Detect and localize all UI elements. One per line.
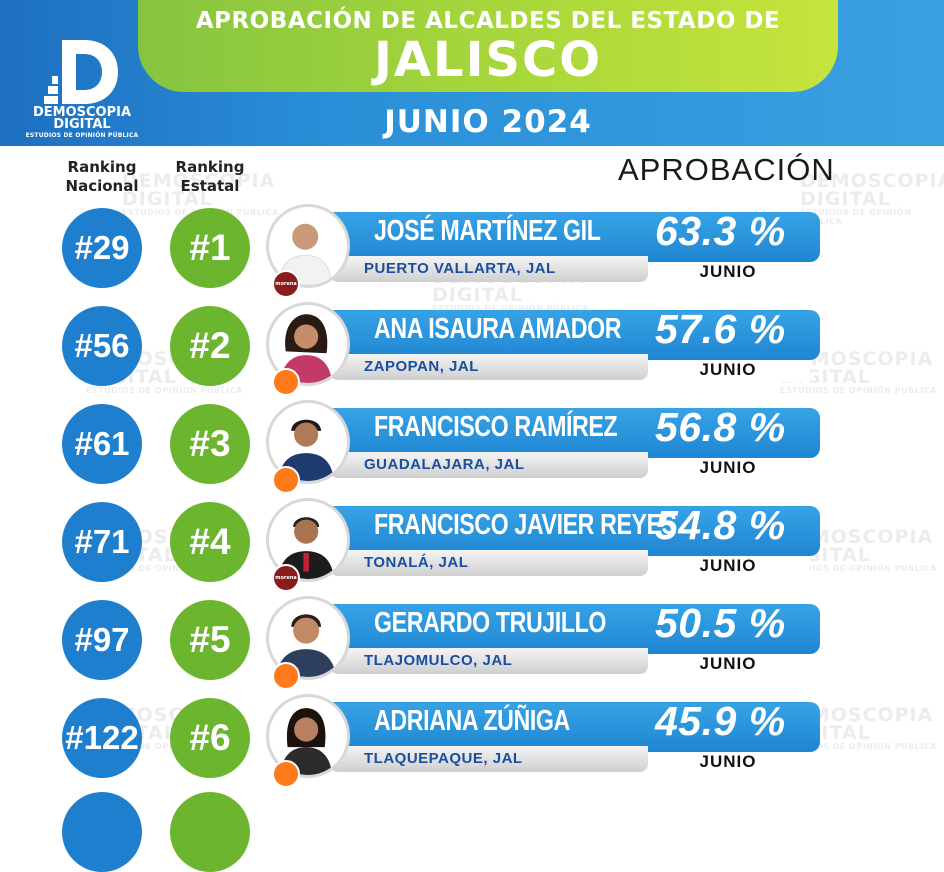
- municipality: PUERTO VALLARTA, JAL: [364, 260, 556, 277]
- party-logo-movimiento-ciudadano: [272, 662, 300, 690]
- municipality: GUADALAJARA, JAL: [364, 456, 525, 473]
- state-rank-badge: #6: [170, 698, 250, 778]
- party-logo-movimiento-ciudadano: [272, 760, 300, 788]
- month-label: JUNIO: [699, 262, 757, 281]
- ranking-row: #61 #3 FRANCISCO RAMÍREZ GUADALAJARA, JA…: [0, 400, 944, 498]
- national-rank-badge: #71: [62, 502, 142, 582]
- municipality: ZAPOPAN, JAL: [364, 358, 479, 375]
- header-title-panel: [138, 0, 838, 92]
- month-tab: [648, 458, 810, 480]
- state-rank-badge: #1: [170, 208, 250, 288]
- mayor-photo: [266, 302, 350, 386]
- mayor-photo: [266, 596, 350, 680]
- header-banner: DEMOSCOPIA DIGITAL ESTUDIOS DE OPINIÓN P…: [0, 0, 944, 146]
- national-rank-badge: #56: [62, 306, 142, 386]
- mayor-name: FRANCISCO RAMÍREZ: [374, 411, 618, 443]
- place-bar: [330, 354, 648, 380]
- mayor-banner: [300, 408, 820, 458]
- logo-d-icon: [44, 40, 118, 104]
- ranking-row: #56 #2 ANA ISAURA AMADOR ZAPOPAN, JAL 57…: [0, 302, 944, 400]
- party-logo-movimiento-ciudadano: [272, 368, 300, 396]
- approval-value: 56.8 %: [655, 404, 786, 450]
- party-logo-morena: morena: [272, 564, 300, 592]
- place-bar: [330, 256, 648, 282]
- month-tab: [648, 752, 810, 774]
- month-label: JUNIO: [699, 360, 757, 379]
- demoscopia-logo: DEMOSCOPIA DIGITAL ESTUDIOS DE OPINIÓN P…: [22, 36, 142, 140]
- approval-value: 63.3 %: [655, 208, 786, 254]
- municipality: TLAJOMULCO, JAL: [364, 652, 513, 669]
- mayor-name: FRANCISCO JAVIER REYES: [374, 509, 677, 541]
- ranking-row: #71 #4 morena FRANCISCO JAVIER REYES TON…: [0, 498, 944, 596]
- national-rank-badge-partial: [62, 792, 142, 872]
- place-bar: [330, 746, 648, 772]
- month-tab: [648, 262, 810, 284]
- month-tab: [648, 556, 810, 578]
- month-tab: [648, 360, 810, 382]
- national-rank-badge: #122: [62, 698, 142, 778]
- ranking-row: #97 #5 GERARDO TRUJILLO TLAJOMULCO, JAL …: [0, 596, 944, 694]
- mayor-banner: [300, 702, 820, 752]
- logo-name-line2: DIGITAL: [53, 117, 111, 132]
- mayor-photo: [266, 694, 350, 778]
- national-rank-badge: #61: [62, 404, 142, 484]
- approval-value: 57.6 %: [655, 306, 786, 352]
- mayor-name: GERARDO TRUJILLO: [374, 607, 607, 639]
- month-label: JUNIO: [699, 752, 757, 771]
- mayor-banner: [300, 604, 820, 654]
- state-rank-badge-partial: [170, 792, 250, 872]
- month-tab: [648, 654, 810, 676]
- party-logo-morena: morena: [272, 270, 300, 298]
- mayor-name: JOSÉ MARTÍNEZ GIL: [374, 215, 601, 247]
- place-bar: [330, 550, 648, 576]
- ranking-estatal-header: Ranking Estatal: [175, 158, 245, 195]
- approval-value: 45.9 %: [655, 698, 786, 744]
- title-line1: APROBACIÓN DE ALCALDES DEL ESTADO DE: [195, 8, 781, 34]
- state-rank-badge: #3: [170, 404, 250, 484]
- title-state: JALISCO: [373, 32, 603, 88]
- ranking-nacional-header: Ranking Nacional: [65, 158, 139, 195]
- ranking-row: #122 #6 ADRIANA ZÚÑIGA TLAQUEPAQUE, JAL …: [0, 694, 944, 792]
- approval-value: 50.5 %: [655, 600, 786, 646]
- state-rank-badge: #2: [170, 306, 250, 386]
- national-rank-badge: #97: [62, 600, 142, 680]
- state-rank-badge: #4: [170, 502, 250, 582]
- mayor-banner: [300, 212, 820, 262]
- municipality: TLAQUEPAQUE, JAL: [364, 750, 523, 767]
- mayor-name: ANA ISAURA AMADOR: [374, 313, 622, 345]
- logo-subtitle: ESTUDIOS DE OPINIÓN PÚBLICA: [25, 132, 139, 139]
- national-rank-badge: #29: [62, 208, 142, 288]
- ranking-row: #29 #1 morena JOSÉ MARTÍNEZ GIL PUERTO V…: [0, 204, 944, 302]
- approval-header: APROBACIÓN: [618, 152, 835, 187]
- mayor-name: ADRIANA ZÚÑIGA: [374, 705, 570, 737]
- month-label: JUNIO: [699, 654, 757, 673]
- title-period: JUNIO 2024: [384, 104, 592, 140]
- place-bar: [330, 452, 648, 478]
- approval-value: 54.8 %: [655, 502, 786, 548]
- place-bar: [330, 648, 648, 674]
- mayor-banner: [300, 310, 820, 360]
- state-rank-badge: #5: [170, 600, 250, 680]
- person-icon: [276, 614, 336, 677]
- mayor-banner: [300, 506, 820, 556]
- municipality: TONALÁ, JAL: [364, 554, 469, 571]
- logo-name-line1: DEMOSCOPIA: [32, 105, 132, 120]
- party-logo-movimiento-ciudadano: [272, 466, 300, 494]
- month-label: JUNIO: [699, 556, 757, 575]
- month-label: JUNIO: [699, 458, 757, 477]
